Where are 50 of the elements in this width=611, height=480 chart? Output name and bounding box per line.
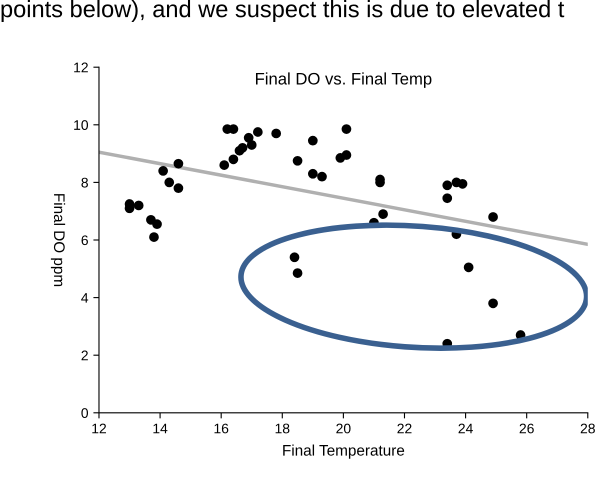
- y-tick-label: 2: [82, 350, 88, 360]
- point: [342, 150, 352, 160]
- x-tick-label: 20: [336, 424, 351, 434]
- point: [308, 168, 318, 179]
- point: [378, 209, 388, 219]
- point: [152, 219, 162, 230]
- x-tick-label: 22: [397, 424, 412, 434]
- x-tick-label: 24: [458, 424, 473, 434]
- point: [488, 298, 498, 308]
- point: [252, 127, 263, 137]
- point: [134, 200, 144, 210]
- point: [228, 124, 238, 134]
- point: [442, 180, 452, 190]
- x-tick-label: 12: [92, 424, 106, 434]
- x-tick-label: 26: [520, 424, 534, 434]
- y-tick-label: 6: [82, 235, 88, 246]
- point: [292, 156, 302, 166]
- y-tick-label: 0: [81, 408, 88, 418]
- point: [308, 136, 318, 146]
- x-tick-label: 16: [214, 424, 228, 434]
- x-tick-label: 18: [276, 424, 290, 434]
- point: [228, 154, 238, 164]
- point: [238, 142, 248, 153]
- point: [458, 178, 468, 189]
- x-axis-title: Final Temperature: [283, 444, 404, 459]
- point: [271, 128, 282, 138]
- x-tick-label: 14: [153, 424, 168, 434]
- point: [164, 178, 174, 188]
- point: [174, 158, 184, 169]
- point: [464, 262, 474, 272]
- point: [488, 212, 498, 222]
- chart-title: Final DO vs. Final Temp: [256, 72, 432, 88]
- point: [219, 160, 230, 170]
- point: [158, 166, 168, 176]
- point: [149, 232, 159, 242]
- y-tick-label: 8: [81, 178, 88, 188]
- point: [290, 252, 300, 262]
- point: [317, 172, 327, 182]
- point: [342, 124, 352, 134]
- text: points below), and we suspect this is due to elevated t: [2, 0, 564, 22]
- point: [244, 132, 254, 143]
- point: [442, 193, 452, 204]
- y-tick-label: 4: [81, 293, 88, 303]
- y-tick-label: 10: [74, 120, 88, 130]
- x-tick-label: 28: [580, 424, 595, 434]
- y-tick-label: 12: [74, 62, 88, 72]
- point: [246, 140, 257, 150]
- y-axis-title: Final DO ppm: [50, 194, 66, 286]
- point: [292, 268, 302, 278]
- point: [174, 183, 184, 194]
